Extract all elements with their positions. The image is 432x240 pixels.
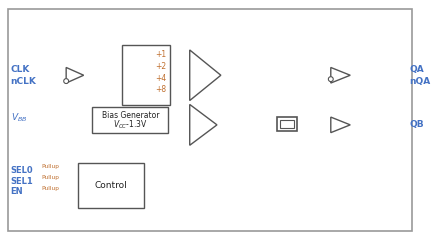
Bar (78, 163, 144, 208)
Bar (277, 117, 297, 131)
Bar (122, 45, 170, 105)
Polygon shape (66, 67, 84, 83)
Text: +1: +1 (155, 50, 166, 59)
Text: nCLK: nCLK (11, 77, 37, 86)
Text: CLK: CLK (11, 65, 30, 74)
Bar (92, 107, 168, 133)
Text: Bias Generator: Bias Generator (102, 111, 159, 120)
Bar (280, 120, 294, 128)
Polygon shape (190, 50, 221, 101)
Circle shape (328, 77, 333, 82)
Polygon shape (331, 117, 350, 133)
Text: SEL0: SEL0 (11, 166, 33, 175)
Text: EN: EN (11, 187, 23, 197)
Text: QB: QB (410, 120, 424, 129)
Text: +8: +8 (155, 85, 166, 94)
Text: QA: QA (410, 65, 424, 74)
Text: Pullup: Pullup (42, 175, 60, 180)
Text: +2: +2 (155, 62, 166, 71)
Text: SEL1: SEL1 (11, 177, 33, 186)
Text: +4: +4 (155, 74, 166, 83)
Text: nQA: nQA (410, 77, 431, 86)
Text: Control: Control (95, 181, 127, 190)
Polygon shape (331, 67, 350, 83)
Text: $V_{CC}$-1.3V: $V_{CC}$-1.3V (113, 119, 148, 131)
Text: Pullup: Pullup (42, 186, 60, 191)
Circle shape (64, 79, 69, 84)
Polygon shape (190, 104, 217, 145)
Text: Pullup: Pullup (42, 164, 60, 169)
Text: $V_{BB}$: $V_{BB}$ (11, 112, 27, 124)
